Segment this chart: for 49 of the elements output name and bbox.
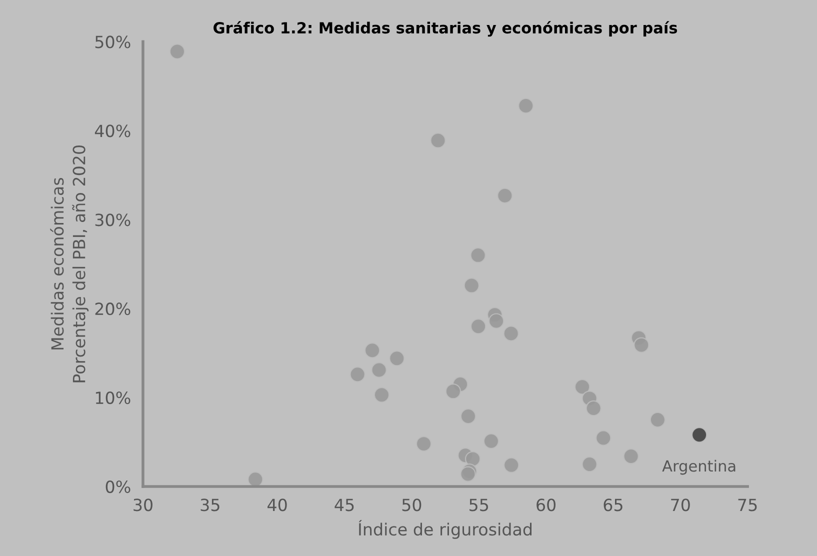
point — [470, 247, 486, 264]
point — [634, 337, 650, 353]
point — [430, 132, 446, 148]
y-tick-label: 40% — [94, 124, 130, 138]
point — [574, 379, 590, 395]
point — [248, 472, 264, 486]
point — [464, 278, 480, 294]
y-tick-label: 0% — [106, 480, 130, 494]
x-tick-label: 35 — [200, 498, 220, 512]
point — [582, 456, 598, 472]
point — [586, 400, 602, 416]
x-tick-label: 60 — [536, 498, 556, 512]
point — [504, 457, 520, 473]
y-axis-title: Medidas económicas Porcentaje del PBI, año 2020 — [50, 145, 89, 382]
point — [488, 313, 504, 329]
point — [416, 436, 432, 452]
point — [364, 342, 380, 358]
point — [169, 44, 186, 60]
point — [374, 387, 390, 403]
x-tick-label: 65 — [604, 498, 622, 512]
point — [464, 451, 481, 467]
x-tick-label: 40 — [268, 498, 287, 512]
chart-title: Gráfico 1.2: Medidas sanitarias y económicas por país — [214, 21, 678, 37]
point — [371, 362, 387, 378]
x-tick-label: 45 — [334, 498, 354, 512]
point — [470, 318, 486, 334]
point — [623, 448, 639, 464]
x-tick-label: 55 — [470, 498, 488, 512]
point — [483, 433, 500, 449]
point — [650, 412, 666, 428]
y-tick-label: 20% — [95, 302, 130, 316]
point — [691, 427, 708, 443]
y-tick-label: 30% — [95, 214, 130, 226]
x-tick-label: 75 — [738, 498, 757, 512]
y-tick-label: 50% — [95, 36, 130, 48]
x-axis-title: Índice de rigurosidad — [358, 520, 532, 539]
point — [497, 188, 513, 204]
x-tick-label: 70 — [671, 498, 690, 512]
point — [518, 98, 534, 114]
point — [389, 350, 405, 366]
annotation: Argentina — [662, 460, 736, 475]
x-tick-label: 30 — [134, 498, 152, 512]
point — [596, 430, 612, 446]
point — [460, 408, 476, 424]
point — [445, 383, 462, 400]
point — [350, 366, 366, 382]
y-tick-label: 10% — [96, 392, 130, 404]
point — [503, 326, 519, 342]
x-tick-label: 50 — [402, 498, 422, 512]
